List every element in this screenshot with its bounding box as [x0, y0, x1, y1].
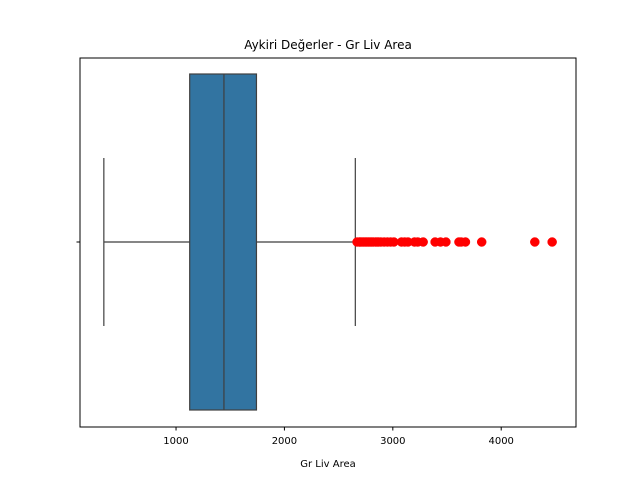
outlier-point — [418, 237, 428, 247]
x-tick-label: 3000 — [380, 436, 405, 447]
x-tick-label: 1000 — [163, 436, 188, 447]
x-tick-label: 2000 — [272, 436, 297, 447]
x-axis: 1000 2000 3000 4000 — [163, 427, 514, 447]
chart-title: Aykiri Değerler - Gr Liv Area — [244, 38, 412, 52]
plot-area — [103, 73, 557, 411]
outlier-point — [530, 237, 540, 247]
outlier-point — [441, 237, 451, 247]
outlier-point — [476, 237, 487, 247]
outlier-point — [460, 237, 471, 247]
x-axis-label: Gr Liv Area — [300, 459, 356, 470]
x-tick-label: 4000 — [488, 436, 513, 447]
outlier-point — [547, 237, 557, 247]
interquartile-box — [189, 73, 258, 411]
